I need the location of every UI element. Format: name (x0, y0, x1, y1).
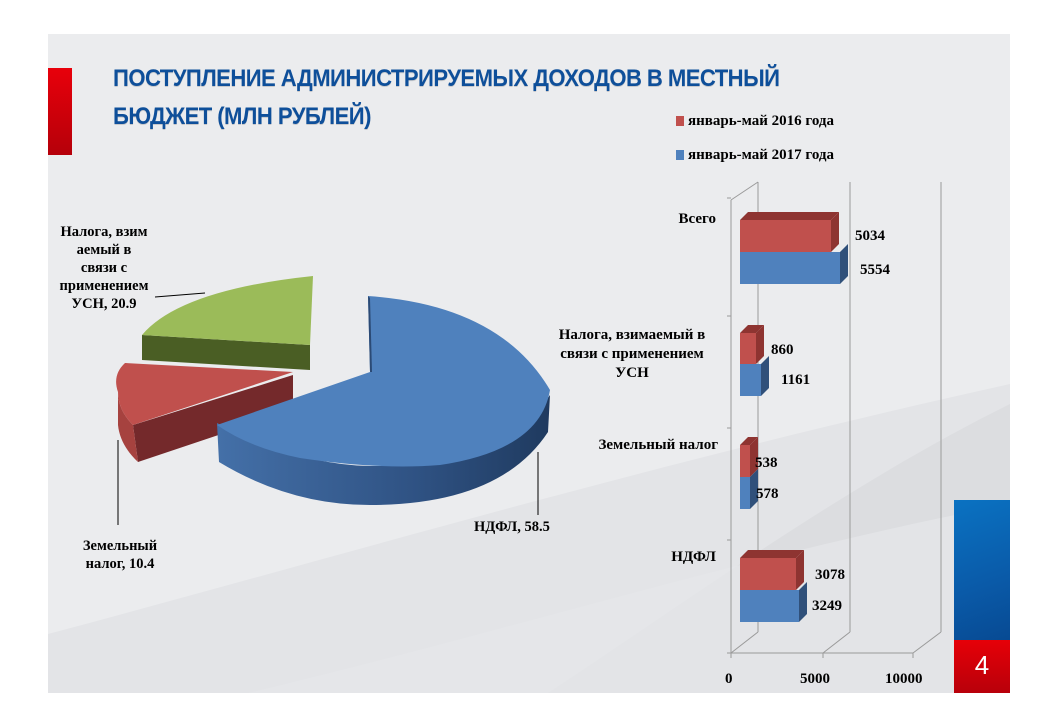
pie-label-line: УСН, 20.9 (71, 296, 137, 312)
side-accent-blue (954, 500, 1010, 640)
x-axis-tick-5000: 5000 (800, 671, 830, 687)
bar-land (740, 437, 758, 509)
bar-category-ndfl: НДФЛ (671, 549, 716, 565)
bar-ndfl (740, 550, 807, 622)
bar-value-land-2016: 538 (755, 455, 778, 471)
bar-value-total-2017: 5554 (860, 262, 890, 278)
pie-label-line: связи с (80, 260, 128, 276)
legend-item-2017: январь-май 2017 года (676, 138, 834, 172)
bar-total (740, 212, 848, 284)
pie-label-line: налог, 10.4 (85, 556, 155, 572)
pie-label-usn: Налога, взим аемый в связи с применением… (38, 223, 170, 313)
bar-usn (740, 325, 769, 396)
chart-legend: январь-май 2016 года январь-май 2017 год… (676, 104, 834, 172)
pie-slice-usn (142, 276, 313, 370)
bar-category-line: связи с применением (560, 346, 704, 362)
bar-value-usn-2016: 860 (771, 342, 794, 358)
bar-category-line: Налога, взимаемый в (558, 327, 706, 343)
legend-swatch-red-icon (676, 116, 684, 126)
pie-slice-land (116, 363, 294, 462)
x-axis-tick-10000: 10000 (885, 671, 923, 687)
bar-value-total-2016: 5034 (855, 228, 885, 244)
legend-item-2016: январь-май 2016 года (676, 104, 834, 138)
legend-swatch-blue-icon (676, 150, 684, 160)
legend-label: январь-май 2016 года (688, 112, 834, 129)
pie-label-line: применением (59, 278, 149, 294)
leader-line-usn (154, 292, 206, 298)
page-number-badge: 4 (954, 640, 1010, 693)
bar-category-total: Всего (678, 211, 716, 227)
bar-value-ndfl-2017: 3249 (812, 598, 842, 614)
bar-category-usn: Налога, взимаемый в связи с применением … (543, 326, 721, 383)
pie-label-line: аемый в (76, 242, 132, 258)
pie-label-land: Земельный налог, 10.4 (60, 537, 180, 573)
bar-value-ndfl-2016: 3078 (815, 567, 845, 583)
bar-value-usn-2017: 1161 (781, 372, 811, 388)
bar-category-land: Земельный налог (598, 437, 718, 453)
bar-value-land-2017: 578 (756, 486, 779, 502)
legend-label: январь-май 2017 года (688, 146, 834, 163)
x-axis-tick-0: 0 (725, 671, 733, 687)
title-accent-bar (48, 68, 72, 155)
bar-category-line: УСН (615, 365, 649, 381)
pie-label-ndfl: НДФЛ, 58.5 (474, 519, 550, 535)
pie-label-line: Земельный (82, 538, 158, 554)
pie-label-line: Налога, взим (60, 224, 148, 240)
page-title: ПОСТУПЛЕНИЕ АДМИНИСТРИРУЕМЫХ ДОХОДОВ В М… (113, 60, 867, 136)
pie-slice-ndfl (217, 296, 550, 505)
title-line-1: ПОСТУПЛЕНИЕ АДМИНИСТРИРУЕМЫХ ДОХОДОВ В М… (113, 65, 780, 92)
title-line-2: БЮДЖЕТ (МЛН РУБЛЕЙ) (113, 103, 371, 130)
